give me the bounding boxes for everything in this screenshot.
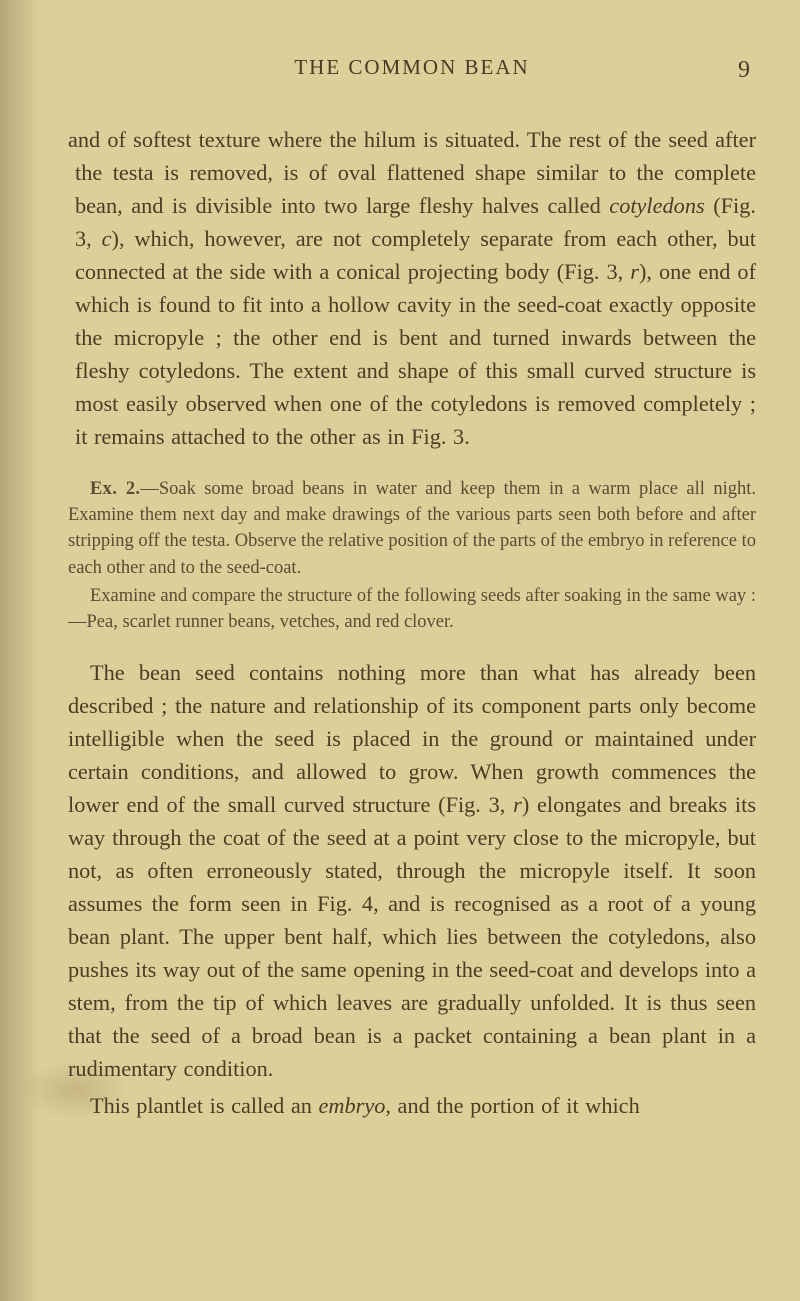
paragraph-3: This plantlet is called an embryo, and t… bbox=[68, 1090, 756, 1123]
fig-ref-c: c bbox=[102, 226, 112, 251]
body-text-block-1: and of softest texture where the hilum i… bbox=[68, 124, 756, 454]
running-title: THE COMMON BEAN bbox=[294, 55, 529, 80]
body-text-block-2: The bean seed contains nothing more than… bbox=[68, 657, 756, 1123]
exercise-paragraph-1: Ex. 2.—Soak some broad beans in water an… bbox=[68, 476, 756, 581]
fig-ref-r-2: r bbox=[513, 792, 522, 817]
exercise-paragraph-2: Examine and compare the structure of the… bbox=[68, 583, 756, 636]
text-run: —Soak some broad beans in water and keep… bbox=[68, 479, 756, 578]
text-run: This plantlet is called an bbox=[90, 1093, 319, 1118]
exercise-block: Ex. 2.—Soak some broad beans in water an… bbox=[68, 476, 756, 636]
text-run: ), one end of which is found to fit into… bbox=[75, 259, 756, 449]
text-run: ) elongates and breaks its way through t… bbox=[68, 792, 756, 1081]
paragraph-1: and of softest texture where the hilum i… bbox=[68, 124, 756, 454]
exercise-label: Ex. 2. bbox=[90, 479, 140, 499]
running-head: THE COMMON BEAN 9 bbox=[68, 55, 756, 80]
term-embryo: embryo bbox=[319, 1093, 386, 1118]
term-cotyledons: cotyledons bbox=[609, 193, 704, 218]
page-number: 9 bbox=[738, 57, 750, 84]
page-shadow bbox=[0, 0, 40, 1301]
page-content: THE COMMON BEAN 9 and of softest texture… bbox=[68, 55, 756, 1127]
fig-ref-r: r bbox=[630, 259, 639, 284]
paragraph-2: The bean seed contains nothing more than… bbox=[68, 657, 756, 1086]
text-run: Examine and compare the structure of the… bbox=[68, 586, 756, 632]
text-run: , and the portion of it which bbox=[385, 1093, 639, 1118]
